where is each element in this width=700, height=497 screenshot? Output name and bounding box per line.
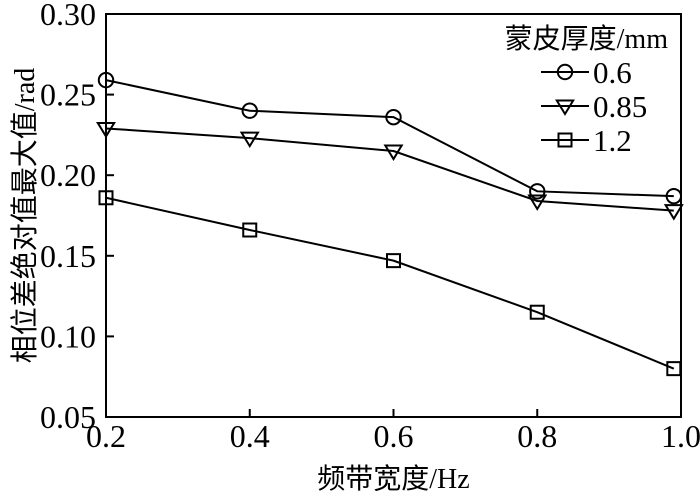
- series-marker-square-1.2-1: [242, 222, 258, 238]
- series-marker-triangle-down-0.85-3: [527, 194, 548, 211]
- y-tick-label-0.05: 0.05: [40, 399, 96, 435]
- series-marker-triangle-down-0.85-1: [239, 131, 260, 149]
- series-0.6: [97, 71, 683, 205]
- legend-marker-square-1.2: [557, 132, 573, 148]
- series-marker-triangle-down-0.85-2: [383, 144, 404, 161]
- legend-label-0.85: 0.85: [593, 89, 647, 124]
- y-tick-label-0.15: 0.15: [40, 238, 96, 274]
- series-marker-circle-0.6-2: [385, 108, 402, 126]
- x-tick-label-1.0: 1.0: [661, 418, 700, 454]
- series-marker-circle-0.6-0: [97, 71, 115, 89]
- series-marker-circle-0.6-4: [665, 187, 683, 205]
- series-marker-square-1.2-2: [386, 253, 401, 269]
- x-tick-label-0.2: 0.2: [86, 418, 126, 454]
- series-0.85: [96, 121, 684, 221]
- legend-label-0.6: 0.6: [593, 55, 632, 90]
- legend-entry-0.85: 0.85: [541, 89, 647, 124]
- x-axis-label: 频带宽度/Hz: [317, 463, 469, 495]
- y-tick-label-0.10: 0.10: [40, 318, 96, 354]
- series-marker-square-1.2-3: [529, 304, 545, 320]
- series-marker-square-1.2-0: [98, 190, 114, 206]
- x-tick-label-0.6: 0.6: [374, 418, 414, 454]
- legend-title: 蒙皮厚度/mm: [505, 23, 669, 55]
- x-tick-label-0.4: 0.4: [230, 418, 270, 454]
- series-marker-triangle-down-0.85-0: [96, 121, 116, 139]
- series-line-0.6: [105, 79, 674, 198]
- legend-entry-1.2: 1.2: [541, 123, 632, 158]
- y-tick-label-0.20: 0.20: [40, 157, 96, 193]
- series-marker-circle-0.6-3: [529, 183, 546, 200]
- series-1.2: [98, 190, 682, 377]
- legend-label-1.2: 1.2: [593, 123, 632, 158]
- y-tick-label-0.25: 0.25: [40, 77, 96, 113]
- legend-marker-circle-0.6: [556, 63, 574, 81]
- series-marker-square-1.2-4: [666, 361, 682, 377]
- series-line-1.2: [105, 196, 675, 370]
- y-tick-label-0.30: 0.30: [40, 0, 96, 32]
- legend-marker-triangle-down-0.85: [555, 99, 575, 116]
- series-line-0.85: [105, 127, 674, 212]
- y-axis-label: 相位差绝对值最大值/rad: [9, 68, 41, 364]
- series-marker-triangle-down-0.85-4: [663, 204, 684, 221]
- legend-entry-0.6: 0.6: [541, 55, 632, 90]
- series-marker-circle-0.6-1: [241, 102, 258, 119]
- x-tick-label-0.8: 0.8: [517, 418, 557, 454]
- legend: 蒙皮厚度/mm0.60.851.2: [505, 23, 669, 158]
